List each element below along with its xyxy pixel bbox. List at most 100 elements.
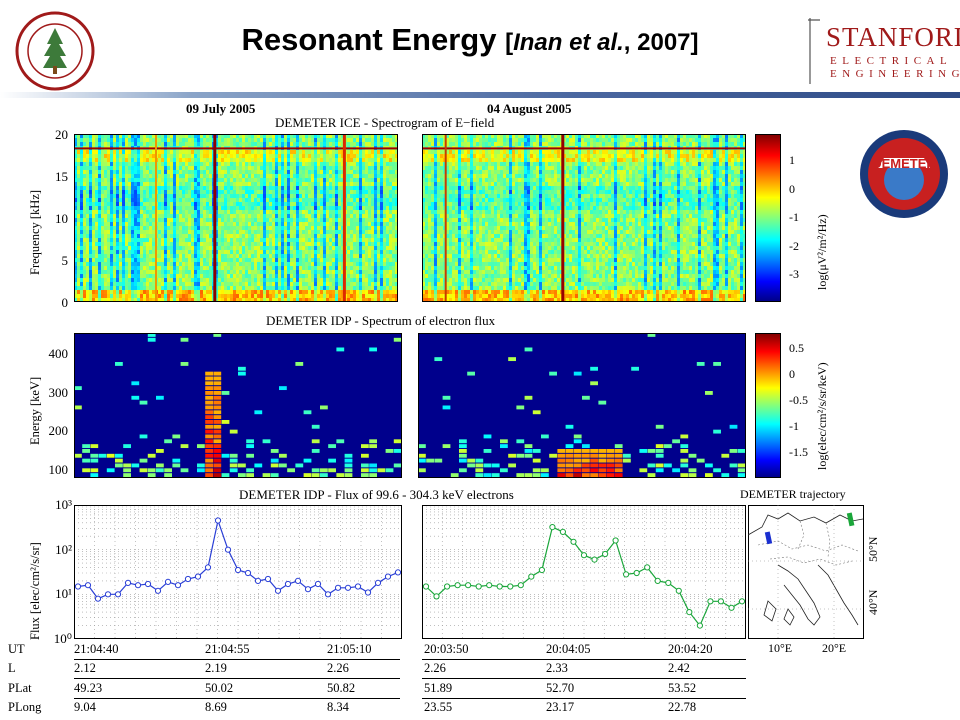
trajectory-title: DEMETER trajectory xyxy=(740,487,846,501)
colorbar-strip xyxy=(755,361,781,363)
colorbar-strip xyxy=(755,442,781,444)
colorbar-strip xyxy=(755,432,781,434)
colorbar-strip xyxy=(755,386,781,388)
table-cell: 8.34 xyxy=(327,700,349,714)
table-rule-left xyxy=(74,698,400,699)
table-cell: 21:05:10 xyxy=(327,642,372,656)
flux-point xyxy=(174,582,182,589)
colorbar-strip xyxy=(755,145,781,147)
colorbar-strip xyxy=(755,247,781,249)
colorbar-strip xyxy=(755,153,781,155)
colorbar-strip xyxy=(755,230,781,232)
colorbar-strip xyxy=(755,344,781,346)
ice-spectrogram-left xyxy=(74,134,398,302)
idp-frame xyxy=(74,333,402,478)
colorbar-strip xyxy=(755,473,781,475)
flux-point xyxy=(154,587,162,594)
flux-point xyxy=(244,569,252,577)
colorbar-strip xyxy=(755,355,781,357)
colorbar-strip xyxy=(755,289,781,291)
colorbar-strip xyxy=(755,143,781,145)
ice-spectrogram-right xyxy=(422,134,746,302)
flux-point xyxy=(194,573,202,580)
table-row-label: L xyxy=(8,661,16,675)
table-cell: 2.19 xyxy=(205,661,227,675)
colorbar-strip xyxy=(755,248,781,250)
stanford-logo-subtext: ELECTRICAL ENGINEERING xyxy=(830,55,960,80)
colorbar-strip xyxy=(755,370,781,372)
table-cell: 2.26 xyxy=(424,661,446,675)
colorbar-strip xyxy=(755,454,781,456)
flux-point xyxy=(344,584,352,591)
colorbar-strip xyxy=(755,234,781,236)
flux-point xyxy=(254,577,262,585)
colorbar-strip xyxy=(755,405,781,407)
colorbar-strip xyxy=(755,352,781,354)
colorbar-strip xyxy=(755,384,781,386)
flux-ytick-label: 10² xyxy=(55,541,72,557)
table-cell: 2.12 xyxy=(74,661,96,675)
colorbar-strip xyxy=(755,167,781,169)
colorbar-strip xyxy=(755,376,781,378)
colorbar-strip xyxy=(755,458,781,460)
flux-point xyxy=(517,582,524,589)
colorbar-strip xyxy=(755,232,781,234)
colorbar-strip xyxy=(755,148,781,150)
ice-spectrogram-title: DEMETER ICE - Spectrogram of E−field xyxy=(275,115,495,130)
spectrogram-spike xyxy=(342,134,346,302)
colorbar-strip xyxy=(755,437,781,439)
colorbar-strip xyxy=(755,243,781,245)
ytick-label: 10 xyxy=(55,211,68,226)
table-cell: 23.17 xyxy=(546,700,575,714)
colorbar-strip xyxy=(755,466,781,468)
colorbar-strip xyxy=(755,177,781,179)
colorbar-strip xyxy=(755,280,781,282)
flux-point xyxy=(304,586,312,593)
colorbar-strip xyxy=(755,181,781,183)
colorbar-strip xyxy=(755,244,781,246)
colorbar-strip xyxy=(755,471,781,473)
ice-colorbar xyxy=(755,134,781,302)
colorbar-strip xyxy=(755,360,781,362)
colorbar-strip xyxy=(755,277,781,279)
colorbar-strip xyxy=(755,293,781,295)
colorbar-strip xyxy=(755,169,781,171)
colorbar-strip xyxy=(755,196,781,198)
colorbar-strip xyxy=(755,415,781,417)
table-row-label: PLat xyxy=(8,681,32,695)
colorbar-strip xyxy=(755,187,781,189)
colorbar-strip xyxy=(755,444,781,446)
colorbar-strip xyxy=(755,457,781,459)
colorbar-strip xyxy=(755,220,781,222)
colorbar-tick-label: -0.5 xyxy=(789,393,808,407)
colorbar-strip xyxy=(755,137,781,139)
flux-point xyxy=(314,580,322,588)
ytick-label: 100 xyxy=(48,462,69,477)
spectrogram-spike xyxy=(444,134,447,302)
colorbar-strip xyxy=(755,140,781,142)
colorbar-strip xyxy=(755,199,781,201)
flux-point xyxy=(284,580,292,588)
idp-cells xyxy=(418,333,746,478)
colorbar-strip xyxy=(755,392,781,394)
colorbar-strip xyxy=(755,445,781,447)
flux-point xyxy=(644,564,651,571)
table-rule-right xyxy=(422,659,746,660)
colorbar-strip xyxy=(755,342,781,344)
colorbar-strip xyxy=(755,449,781,451)
colorbar-strip xyxy=(755,170,781,172)
colorbar-strip xyxy=(755,158,781,160)
flux-frame xyxy=(74,505,402,639)
colorbar-tick-label: -1 xyxy=(789,210,799,224)
colorbar-strip xyxy=(755,339,781,341)
spectrogram-frame xyxy=(422,134,746,302)
colorbar-strip xyxy=(755,139,781,141)
colorbar-strip xyxy=(755,267,781,269)
colorbar-strip xyxy=(755,350,781,352)
lon-label-10: 10°E xyxy=(768,641,793,655)
flux-point xyxy=(475,583,482,590)
colorbar-strip xyxy=(755,233,781,235)
colorbar-strip xyxy=(755,276,781,278)
colorbar-strip xyxy=(755,176,781,178)
colorbar-strip xyxy=(755,282,781,284)
